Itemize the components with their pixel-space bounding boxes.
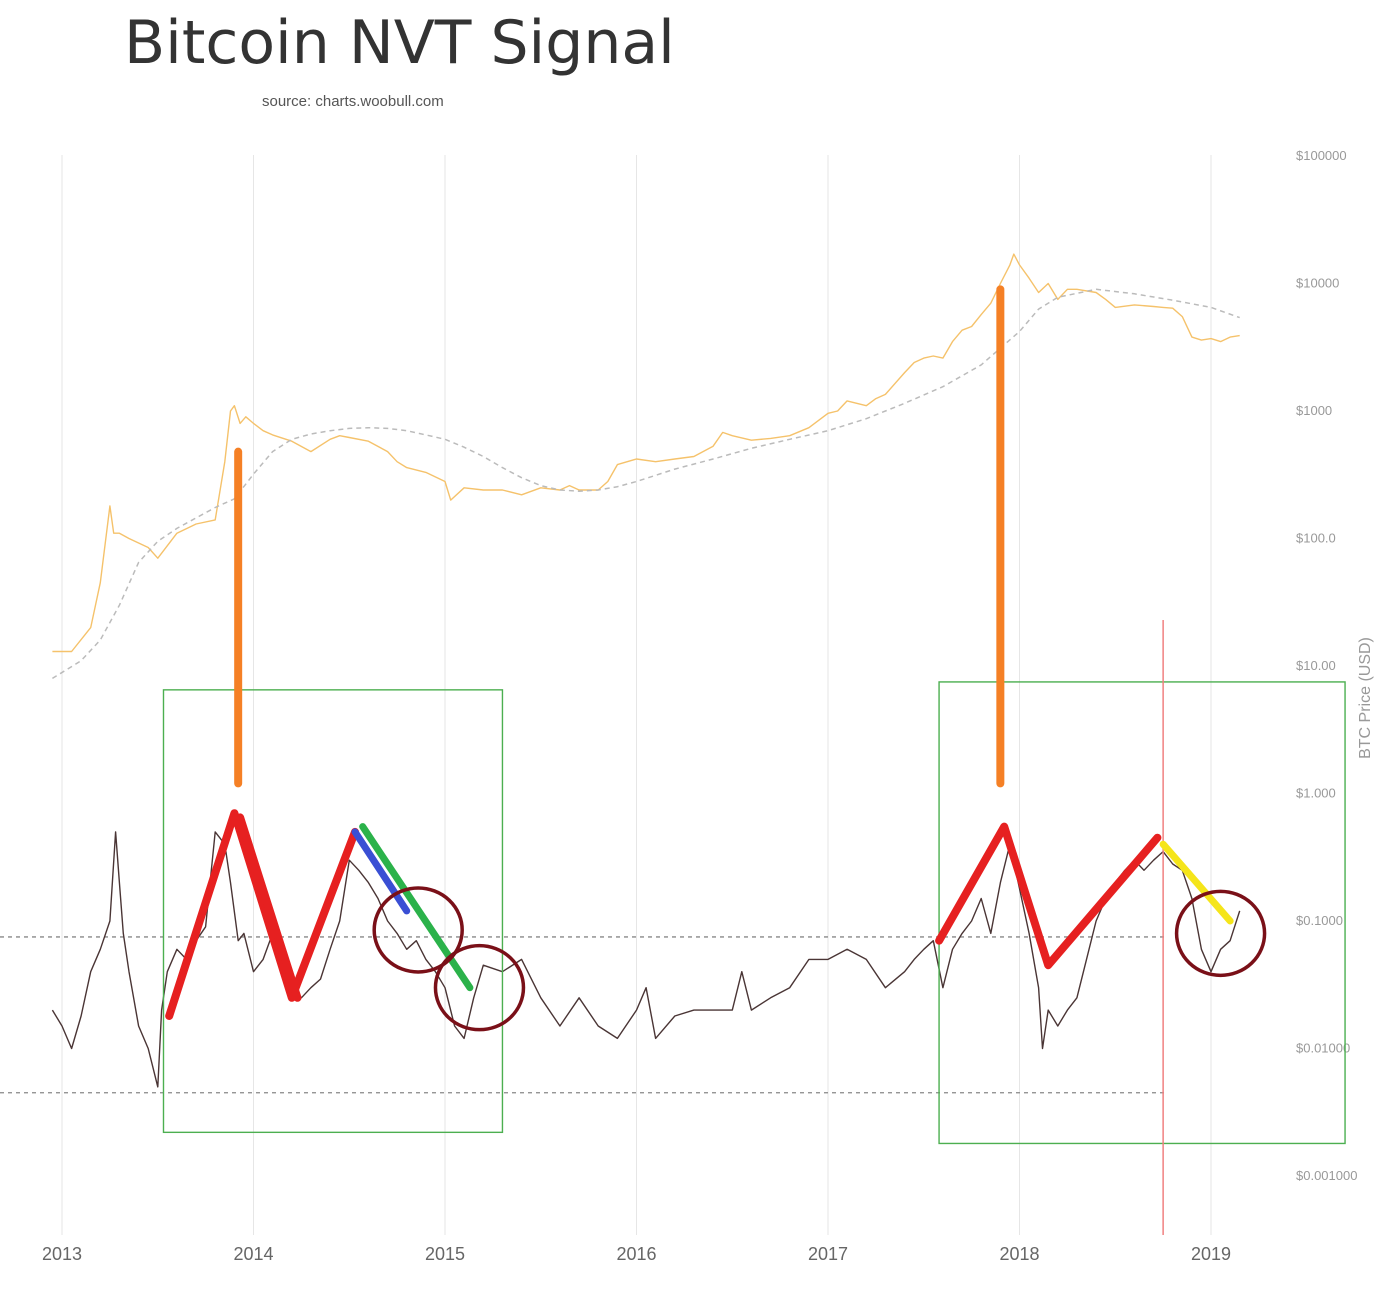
chart-title: Bitcoin NVT Signal xyxy=(124,8,675,78)
grid xyxy=(61,155,1212,1235)
series-line-3 xyxy=(51,831,1241,1088)
series xyxy=(51,253,1241,1088)
circle-marker-1 xyxy=(372,886,464,974)
x-tick-2019: 2019 xyxy=(1191,1244,1231,1264)
x-tick-2016: 2016 xyxy=(616,1244,656,1264)
y-tick-label: $10.00 xyxy=(1296,658,1336,673)
chart-subtitle: source: charts.woobull.com xyxy=(262,93,444,110)
y-tick-label: $10000 xyxy=(1296,276,1339,291)
y-tick-label: $100000 xyxy=(1296,148,1347,163)
red-m-pattern-2 xyxy=(236,813,302,1002)
y-tick-label: $0.001000 xyxy=(1296,1168,1357,1183)
series-line-2 xyxy=(52,288,1240,680)
trend-segment-3 xyxy=(1159,840,1234,925)
x-tick-2014: 2014 xyxy=(233,1244,273,1264)
circle-marker-2 xyxy=(433,943,526,1032)
y-axis: $100000 $10000 $1000 $100.0 $10.00 $1.000 $0.1… xyxy=(1296,148,1357,1183)
y-tick-label: $1000 xyxy=(1296,403,1332,418)
red-m-pattern-1 xyxy=(165,809,359,1020)
x-tick-2013: 2013 xyxy=(42,1244,82,1264)
annotations xyxy=(162,285,1346,1235)
trend-segment-1 xyxy=(351,828,411,915)
circle-marker-3 xyxy=(1174,889,1267,978)
highlight-box-2 xyxy=(938,681,1346,1145)
y-tick-label: $1.000 xyxy=(1296,786,1336,801)
x-tick-2017: 2017 xyxy=(808,1244,848,1264)
y-tick-label: $0.1000 xyxy=(1296,913,1343,928)
reference-lines xyxy=(0,936,1168,1094)
series-line-1 xyxy=(52,253,1240,653)
highlight-box-1 xyxy=(162,689,504,1134)
y-tick-label: $100.0 xyxy=(1296,531,1336,546)
y-axis-label: BTC Price (USD) xyxy=(1357,637,1374,759)
trend-segment-2 xyxy=(359,823,474,992)
y-tick-label: $0.01000 xyxy=(1296,1041,1350,1056)
x-tick-2015: 2015 xyxy=(425,1244,465,1264)
red-m-pattern-3 xyxy=(935,822,1162,970)
x-axis: 2013 2014 2015 2016 2017 2018 2019 xyxy=(42,1244,1231,1264)
x-tick-2018: 2018 xyxy=(999,1244,1039,1264)
